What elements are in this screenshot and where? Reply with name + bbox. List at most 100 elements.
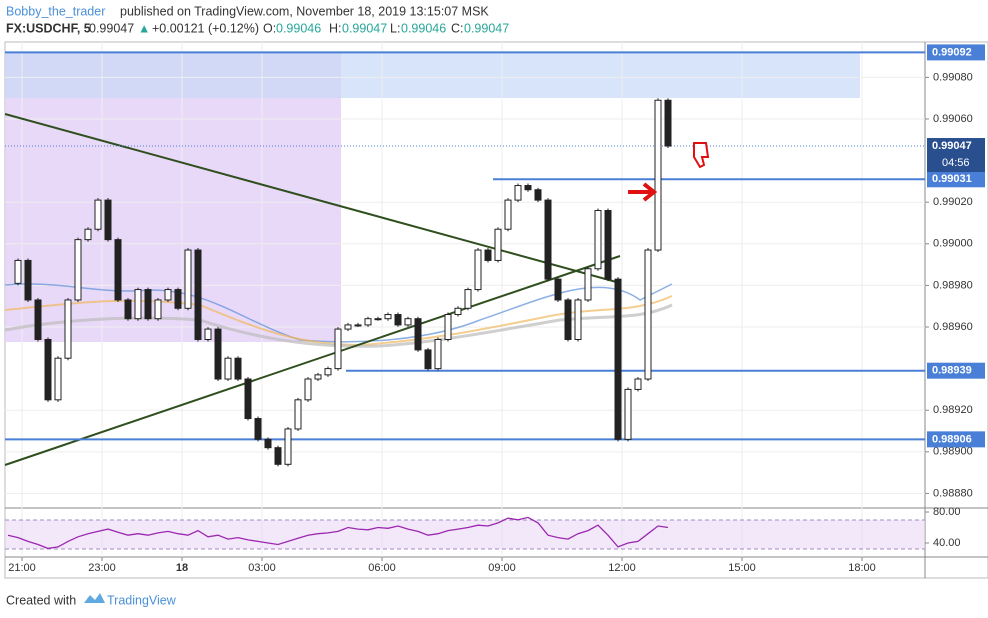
y-tick-label: 0.99020 xyxy=(933,196,973,208)
candle-body xyxy=(414,318,422,351)
candle-body xyxy=(14,259,22,284)
candle-body xyxy=(44,338,52,401)
arrow-annotation xyxy=(628,182,658,202)
candle-body xyxy=(74,239,82,301)
y-tick-label: 0.98920 xyxy=(933,404,973,416)
last: 0.99047 xyxy=(89,21,134,35)
candle-body xyxy=(294,399,302,430)
candle-body xyxy=(204,328,212,340)
candle-body xyxy=(644,249,652,380)
change: +0.00121 (+0.12%) xyxy=(152,21,259,35)
x-tick-label: 23:00 xyxy=(88,562,116,574)
c-label: C: xyxy=(451,21,464,35)
candle-body xyxy=(284,428,292,465)
rsi-line xyxy=(7,516,669,550)
candle-body xyxy=(84,228,92,241)
y-tick-label: 0.99080 xyxy=(933,71,973,83)
candle-body xyxy=(104,199,112,241)
level-label: 0.98939 xyxy=(932,365,972,377)
tv-logo xyxy=(84,593,105,603)
candle-body xyxy=(624,388,632,440)
candle-body xyxy=(174,289,182,309)
shaded-zone xyxy=(5,52,860,98)
candle-body xyxy=(664,99,672,147)
candle-body xyxy=(194,249,202,340)
candle-body xyxy=(574,299,582,340)
candle-body xyxy=(354,324,362,327)
shaded-zone xyxy=(5,52,341,342)
candle-body xyxy=(254,418,262,440)
candle-body xyxy=(124,299,132,320)
level-tag xyxy=(927,362,985,379)
author[interactable]: Bobby_the_trader xyxy=(6,4,105,18)
candle-body xyxy=(384,314,392,320)
candle-body xyxy=(144,289,152,320)
x-tick-label: 21:00 xyxy=(8,562,36,574)
trend-line xyxy=(4,113,621,284)
y-tick-label: 0.99000 xyxy=(933,238,973,250)
o: 0.99046 xyxy=(276,21,321,35)
candle-body xyxy=(234,357,242,380)
candle-body xyxy=(164,289,172,301)
candle-body xyxy=(34,299,42,340)
candle-body xyxy=(94,199,102,230)
level-label: 0.99092 xyxy=(932,46,972,58)
candle-body xyxy=(334,328,342,370)
y-tick-label: 0.98960 xyxy=(933,321,973,333)
o-label: O: xyxy=(263,21,276,35)
candle-body xyxy=(184,249,192,309)
candle-body xyxy=(154,299,162,320)
x-tick-label: 12:00 xyxy=(608,562,636,574)
x-tick-label: 06:00 xyxy=(368,562,396,574)
x-tick-label: 09:00 xyxy=(488,562,516,574)
x-tick-label: 18:00 xyxy=(848,562,876,574)
level-label: 0.99031 xyxy=(932,173,972,185)
candle-body xyxy=(594,210,602,270)
candle-body xyxy=(494,228,502,261)
candle-body xyxy=(274,447,282,465)
candle-body xyxy=(64,299,72,359)
h: 0.99047 xyxy=(342,21,387,35)
candle-body xyxy=(564,299,572,340)
candle-body xyxy=(504,199,512,230)
candle-body xyxy=(464,289,472,309)
candle-body xyxy=(444,314,452,340)
candle-body xyxy=(24,259,32,301)
candle-body xyxy=(484,249,492,261)
x-tick-label: 15:00 xyxy=(728,562,756,574)
trend-line xyxy=(4,255,621,466)
h-label: H: xyxy=(329,21,342,35)
candle-body xyxy=(54,357,62,401)
arrow: ▲ xyxy=(138,21,150,35)
candle-body xyxy=(364,318,372,326)
candle-body xyxy=(654,99,662,251)
candle-body xyxy=(324,368,332,376)
candle-body xyxy=(544,199,552,280)
candle-body xyxy=(474,249,482,291)
candle-body xyxy=(454,307,462,316)
level-tag xyxy=(927,44,985,61)
candle-body xyxy=(304,378,312,401)
level-tag xyxy=(927,431,985,448)
y-tick-label: 0.98880 xyxy=(933,487,973,499)
x-tick-label: 03:00 xyxy=(248,562,276,574)
candle-body xyxy=(404,318,412,326)
l-label: L: xyxy=(390,21,400,35)
candle-body xyxy=(534,189,542,201)
candle-body xyxy=(394,314,402,326)
published: published on TradingView.com, November 1… xyxy=(120,4,489,18)
last-price-tag xyxy=(927,138,985,173)
footer-brand[interactable]: TradingView xyxy=(107,593,177,607)
symbol: FX:USDCHF, 5 xyxy=(6,21,91,35)
rsi-tick-label: 80.00 xyxy=(933,506,961,518)
candle-body xyxy=(554,278,562,301)
candle-body xyxy=(514,185,522,201)
candle-body xyxy=(344,324,352,330)
level-label: 0.98906 xyxy=(932,433,972,445)
candle-body xyxy=(614,278,622,440)
rsi-tick-label: 40.00 xyxy=(933,537,961,549)
candle-body xyxy=(604,210,612,280)
candle-body xyxy=(114,239,122,301)
candle-body xyxy=(314,374,322,380)
